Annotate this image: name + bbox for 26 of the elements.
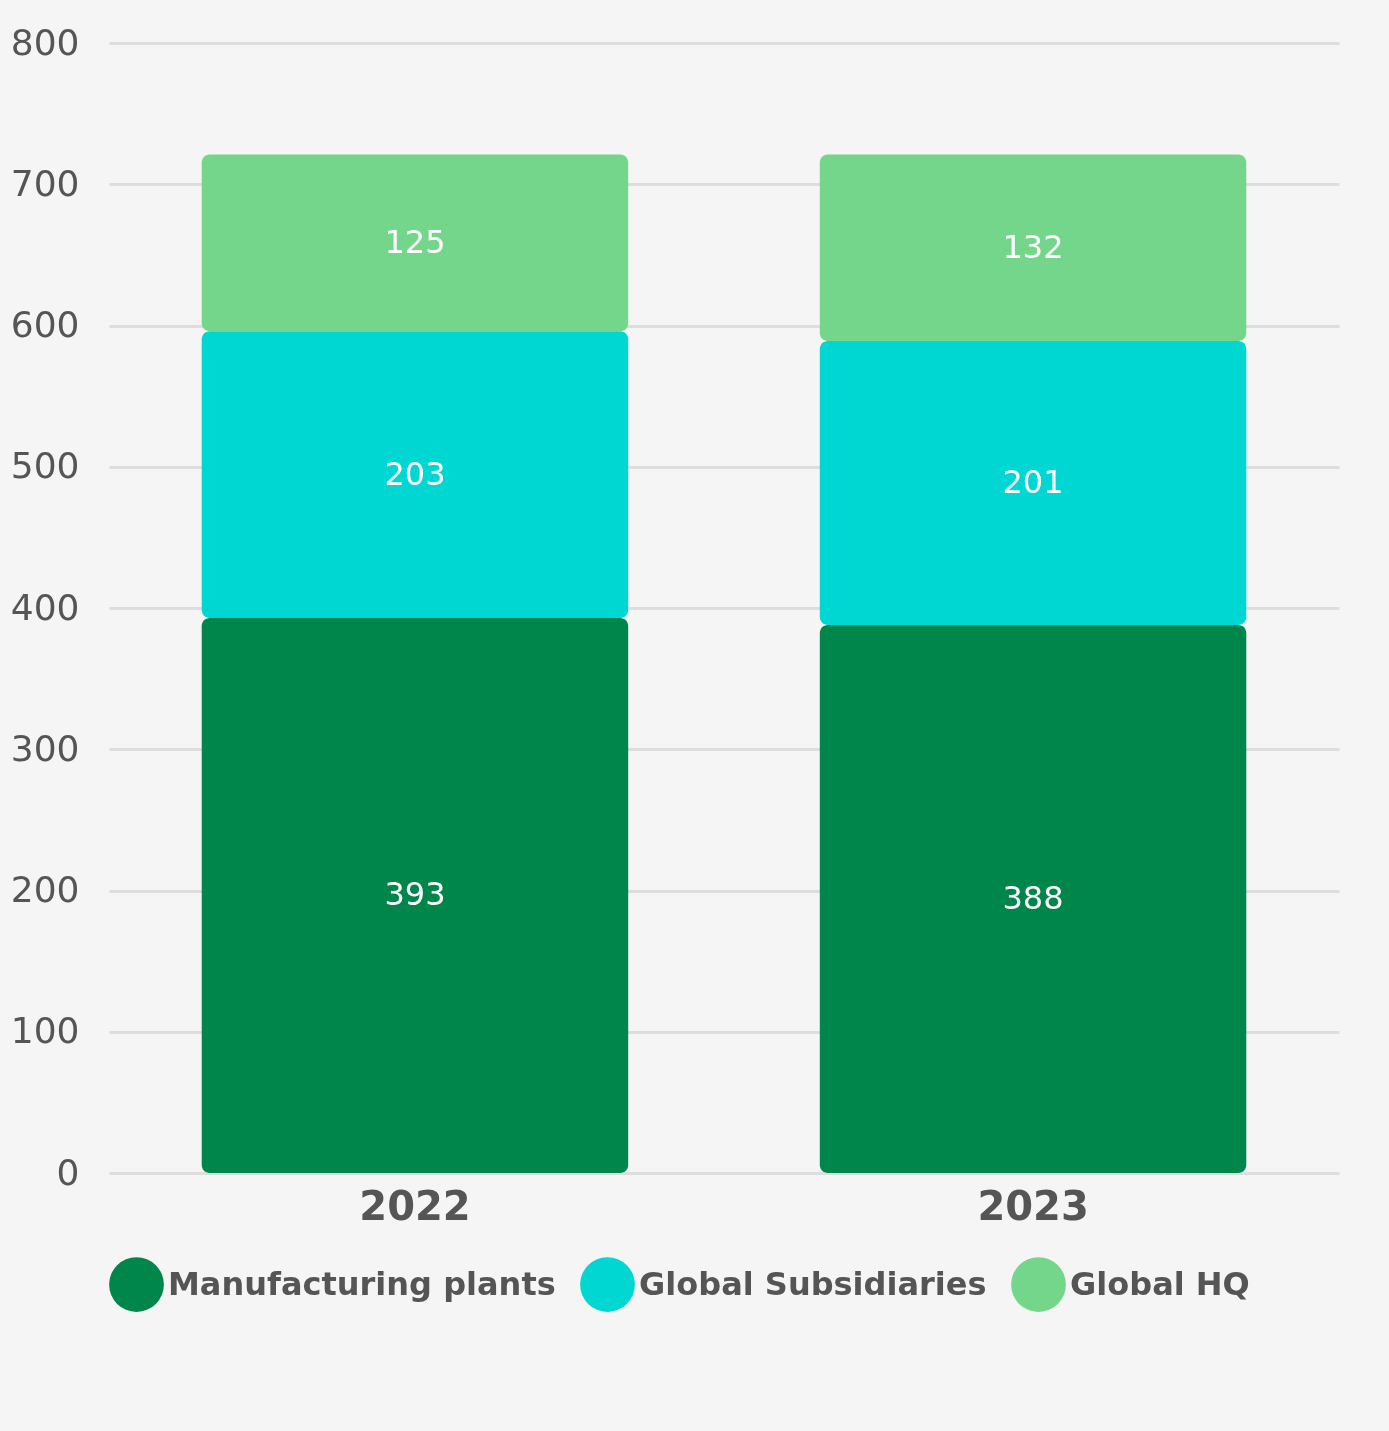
bar [201,617,629,1173]
data-label: 201 [1002,462,1064,501]
y-tick-label: 0 [56,1151,80,1193]
y-tick-label: 200 [10,869,80,910]
y-tick-label: 100 [10,1010,80,1052]
y-tick-label: 800 [10,21,80,63]
y-tick-label: 600 [10,304,80,345]
y-tick-label: 400 [10,586,80,628]
bar [819,341,1247,625]
y-tick-label: 700 [10,162,80,204]
legend-label: Manufacturing plants [168,1264,556,1303]
x-tick-label: 2023 [977,1182,1089,1229]
data-label: 125 [384,222,446,261]
bar [819,624,1247,1173]
bar [201,154,629,332]
legend-label: Global HQ [1070,1264,1250,1303]
data-label: 132 [1002,227,1064,266]
y-tick-label: 300 [10,727,80,769]
bar [819,154,1247,342]
legend-label: Global Subsidiaries [639,1264,987,1303]
data-label: 388 [1002,878,1064,917]
data-label: 203 [384,454,446,493]
bar [201,331,629,618]
data-label: 393 [384,875,446,914]
y-tick-label: 500 [10,445,80,487]
x-tick-label: 2022 [359,1182,471,1229]
